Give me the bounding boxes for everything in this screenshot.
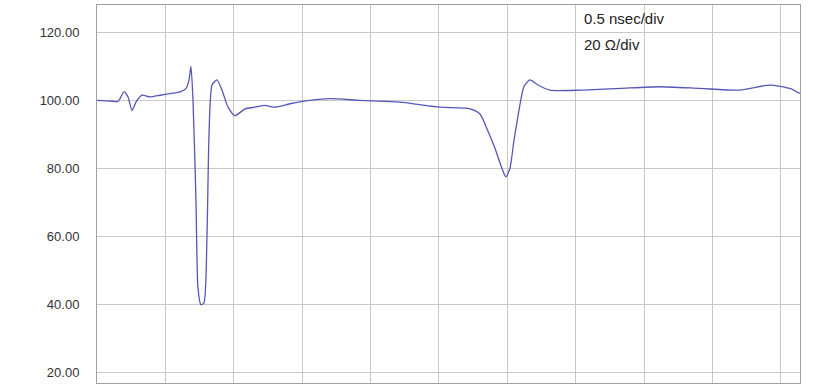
- svg-text:100.00: 100.00: [40, 93, 80, 108]
- svg-text:120.00: 120.00: [40, 25, 80, 40]
- svg-text:80.00: 80.00: [47, 161, 80, 176]
- svg-text:20.00: 20.00: [47, 365, 80, 380]
- svg-text:0.5 nsec/div: 0.5 nsec/div: [584, 10, 665, 27]
- svg-text:20 Ω/div: 20 Ω/div: [584, 36, 640, 53]
- svg-text:40.00: 40.00: [47, 297, 80, 312]
- svg-text:60.00: 60.00: [47, 229, 80, 244]
